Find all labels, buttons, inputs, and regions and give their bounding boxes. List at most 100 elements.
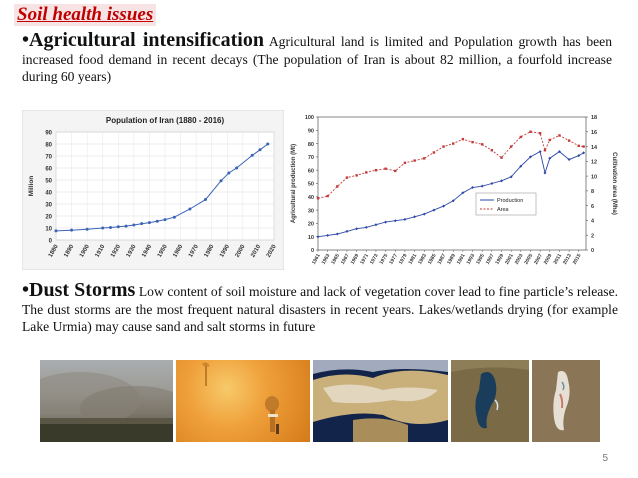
production-point <box>567 158 571 162</box>
production-point <box>577 154 581 158</box>
y-tick-label: 60 <box>308 168 314 174</box>
y2-tick-label: 14 <box>591 145 598 151</box>
production-point <box>316 235 320 239</box>
y-tick-label: 40 <box>45 191 52 197</box>
production-point <box>582 151 586 155</box>
x-tick-label: 1979 <box>398 253 409 266</box>
population-point <box>124 224 128 228</box>
production-point <box>543 171 547 175</box>
population-point <box>250 153 254 157</box>
production-point <box>355 227 359 231</box>
production-point <box>528 155 532 159</box>
agriculture-chart: 0 10 20 30 40 50 60 70 80 90 100 0 2 4 6 8 10 12 14 16 18 196… <box>286 105 622 275</box>
x-tick-label: 1993 <box>465 253 476 266</box>
photo-strip <box>40 360 600 442</box>
population-point <box>101 226 105 230</box>
area-point <box>403 161 407 165</box>
area-point <box>509 145 513 148</box>
area-point <box>432 151 436 154</box>
x-tick-label: 2015 <box>572 253 583 266</box>
population-point <box>85 227 89 231</box>
agricultural-intensification-text: Agricultural land is limited and Populat… <box>22 34 612 84</box>
production-point <box>557 150 561 154</box>
production-point <box>413 215 417 219</box>
area-point <box>548 138 551 142</box>
y2-tick-label: 16 <box>591 130 597 136</box>
population-chart: Population of Iran (1880 - 2016) 0 10 20 30 4… <box>21 109 285 271</box>
legend-label-area: Area <box>497 207 510 213</box>
area-point <box>345 176 349 179</box>
population-point <box>227 171 231 175</box>
y-tick-label: 20 <box>45 215 52 221</box>
production-point <box>519 164 523 168</box>
y2-tick-label: 0 <box>591 248 594 254</box>
area-point <box>538 132 542 135</box>
x-tick-label: 1969 <box>350 253 361 266</box>
population-point <box>163 218 167 222</box>
area-point <box>384 167 387 170</box>
production-line <box>317 150 584 238</box>
x-tick-label: 1961 <box>311 253 322 266</box>
legend-label-production: Production <box>497 198 523 204</box>
y-tick-label: 50 <box>45 179 52 185</box>
area-point <box>316 197 320 200</box>
population-point <box>109 226 112 230</box>
area-point <box>480 143 484 146</box>
production-point <box>499 179 503 183</box>
area-point <box>355 174 358 177</box>
production-point <box>335 232 339 236</box>
plot-frame <box>317 116 587 251</box>
production-point <box>422 212 426 216</box>
y-tick-label: 70 <box>308 155 314 161</box>
x-tick-label: 1963 <box>321 253 332 266</box>
population-point <box>266 142 270 146</box>
y-axis-label: Agricultural production (Mt) <box>291 144 297 223</box>
x-tick-label: 1987 <box>437 253 448 266</box>
y-tick-label: 80 <box>45 143 52 149</box>
x-tick-label: 1989 <box>446 253 457 266</box>
production-point <box>509 175 513 179</box>
area-point <box>442 145 445 148</box>
page-number: 5 <box>602 453 608 464</box>
area-point <box>519 135 523 139</box>
y-tick-label: 90 <box>45 131 52 137</box>
x-tick-label: 1967 <box>340 253 351 266</box>
production-point <box>393 219 397 223</box>
orange-sandstorm-photo <box>176 360 310 442</box>
y-tick-label: 40 <box>308 195 314 201</box>
x-tick-label: 1999 <box>494 253 505 266</box>
area-point <box>529 130 532 133</box>
x-tick-label: 1975 <box>379 253 390 266</box>
slide-title: Soil health issues <box>14 4 157 26</box>
population-point <box>54 229 58 233</box>
x-tick-label: 2007 <box>533 253 544 266</box>
population-point <box>147 221 151 225</box>
production-point <box>538 150 542 154</box>
y-tick-label: 30 <box>45 203 52 209</box>
y2-tick-label: 12 <box>591 160 597 166</box>
population-point <box>155 219 159 223</box>
area-point <box>582 145 585 148</box>
x-tick-label: 1973 <box>369 253 380 266</box>
y-tick-label: 10 <box>45 227 52 233</box>
production-point <box>480 184 484 188</box>
population-chart-svg: Population of Iran (1880 - 2016) 0 10 20 30 4… <box>21 109 285 271</box>
chart-title: Population of Iran (1880 - 2016) <box>106 116 225 125</box>
population-point <box>203 198 207 202</box>
production-point <box>461 191 465 195</box>
area-point <box>471 140 474 144</box>
x-tick-label: 2003 <box>514 253 525 266</box>
area-point <box>577 144 580 148</box>
area-point <box>413 159 416 162</box>
x-tick-label: 2005 <box>523 253 534 266</box>
y-tick-label: 100 <box>305 115 314 121</box>
y-tick-label: 80 <box>308 142 314 148</box>
production-point <box>432 208 436 212</box>
area-point <box>365 171 368 174</box>
dust-storms-text: Low content of soil moisture and lack of… <box>22 284 618 334</box>
satellite-dust-photo <box>313 360 448 442</box>
x-tick-label: 2009 <box>543 253 554 266</box>
area-point <box>461 137 465 141</box>
dust-storms-heading: •Dust Storms <box>22 279 136 301</box>
production-point <box>374 223 378 227</box>
